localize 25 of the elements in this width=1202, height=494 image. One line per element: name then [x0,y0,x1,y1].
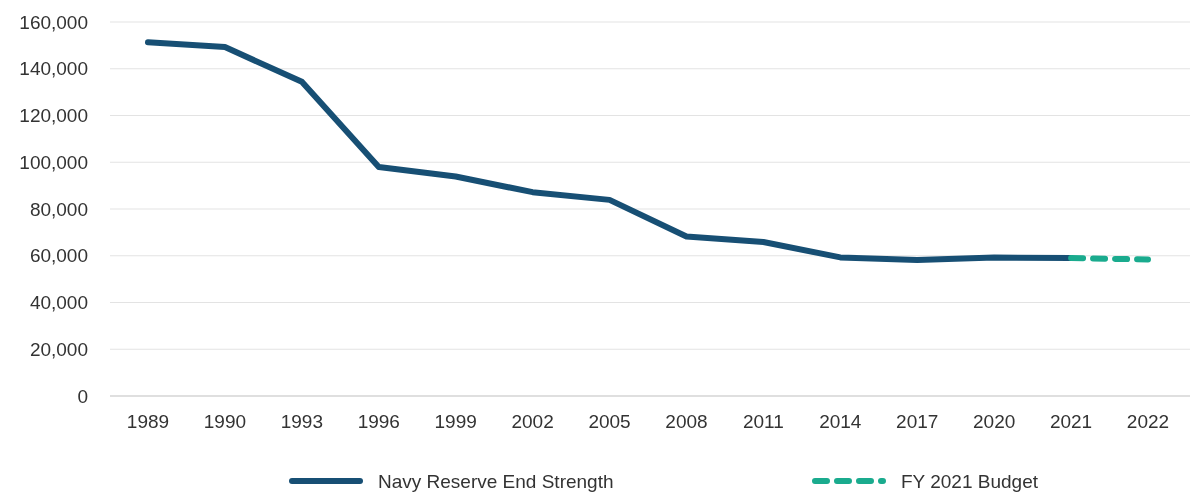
x-tick-label: 2014 [819,411,862,432]
x-tick-label: 2017 [896,411,939,432]
y-tick-label: 140,000 [19,58,88,80]
y-tick-label: 160,000 [19,11,88,33]
x-tick-label: 2002 [511,411,554,432]
y-tick-label: 100,000 [19,151,88,173]
y-tick-label: 40,000 [29,292,88,314]
x-tick-label: 1993 [280,411,323,432]
y-tick-label: 120,000 [19,105,88,127]
x-tick-label: 1990 [203,411,247,432]
x-tick-label: 2020 [973,411,1016,432]
legend-label: FY 2021 Budget [901,470,1039,492]
x-tick-label: 2005 [588,411,631,432]
y-tick-label: 60,000 [29,245,88,267]
y-tick-label: 0 [77,385,88,407]
y-tick-label: 80,000 [29,198,88,220]
legend-label: Navy Reserve End Strength [378,470,614,492]
x-tick-label: 1996 [357,411,400,432]
x-tick-label: 2011 [742,411,784,432]
x-tick-label: 2021 [1049,411,1093,432]
x-tick-label: 2008 [665,411,708,432]
x-tick-label: 1999 [434,411,477,432]
y-tick-label: 20,000 [29,338,88,360]
x-tick-label: 2022 [1126,411,1170,432]
x-tick-label: 1989 [126,411,170,432]
